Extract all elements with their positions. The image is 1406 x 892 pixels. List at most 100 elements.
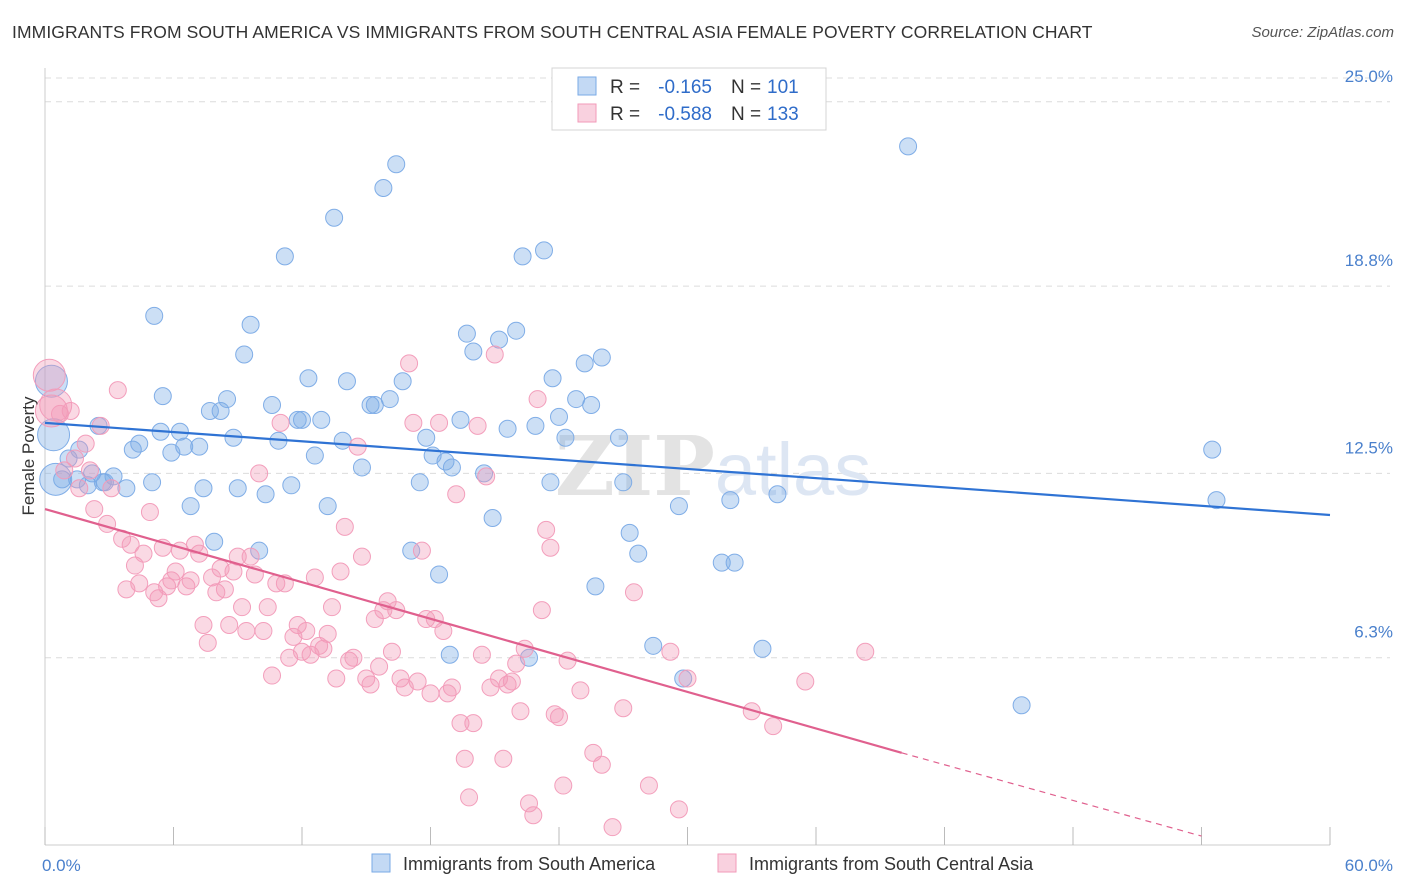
point-south-america	[288, 410, 307, 429]
point-south-america	[513, 247, 532, 266]
legend-n-value: 133	[767, 104, 799, 125]
point-south-america	[490, 330, 509, 349]
point-south-america	[228, 479, 247, 498]
point-south-america	[586, 577, 605, 596]
point-south-america	[194, 479, 213, 498]
point-south-america	[543, 369, 562, 388]
source-label: Source: ZipAtlas.com	[1251, 24, 1394, 41]
point-south-central-asia	[421, 684, 440, 703]
point-south-central-asia	[550, 708, 568, 727]
tick-labels: 6.3% 12.5% 18.8% 25.0% 0.0% 60.0% Female Pover…	[19, 67, 1393, 875]
point-south-central-asia	[198, 633, 217, 652]
point-south-central-asia	[603, 818, 622, 837]
point-south-central-asia	[537, 520, 556, 539]
point-south-america	[669, 497, 688, 516]
watermark-zip: ZIP	[555, 419, 715, 515]
point-south-america	[200, 401, 219, 420]
point-south-central-asia	[250, 464, 269, 483]
point-south-america	[753, 639, 772, 658]
point-south-america	[175, 437, 194, 456]
point-south-central-asia	[764, 717, 783, 736]
point-south-america	[464, 342, 483, 361]
chart-title: IMMIGRANTS FROM SOUTH AMERICA VS IMMIGRA…	[12, 22, 1093, 42]
point-south-america	[211, 401, 230, 420]
x-tick-label: 0.0%	[42, 856, 81, 875]
point-south-central-asia	[502, 672, 521, 691]
point-south-central-asia	[571, 681, 590, 700]
point-south-central-asia	[472, 645, 491, 664]
point-south-central-asia	[241, 547, 260, 566]
point-south-central-asia	[430, 413, 449, 432]
point-south-central-asia	[130, 574, 149, 593]
point-south-central-asia	[134, 544, 153, 563]
point-south-central-asia	[511, 702, 530, 721]
point-south-central-asia	[451, 714, 470, 733]
point-south-america	[282, 476, 301, 495]
point-south-central-asia	[796, 672, 815, 691]
y-tick-label: 12.5%	[1345, 438, 1393, 457]
y-axis-title: Female Poverty	[19, 396, 38, 516]
point-south-america	[614, 473, 633, 492]
point-south-america	[629, 544, 648, 563]
point-south-central-asia	[541, 538, 560, 557]
point-south-central-asia	[65, 449, 84, 468]
point-south-america	[575, 354, 594, 373]
point-south-central-asia	[524, 806, 543, 825]
legend-swatch	[371, 853, 391, 873]
point-south-america	[768, 485, 787, 504]
point-south-central-asia	[318, 624, 337, 643]
watermark-atlas: atlas	[715, 428, 871, 511]
trend-line-extension	[901, 752, 1202, 837]
point-south-central-asia	[391, 669, 410, 688]
point-south-america	[218, 390, 237, 409]
point-south-america	[190, 437, 209, 456]
point-south-central-asia	[140, 503, 159, 522]
point-south-america	[365, 396, 384, 415]
point-south-central-asia	[554, 776, 573, 795]
point-south-america	[507, 321, 526, 340]
y-tick-label: 25.0%	[1345, 67, 1393, 86]
trend-lines	[44, 421, 1331, 837]
point-south-central-asia	[34, 394, 68, 428]
point-south-america	[1203, 440, 1222, 459]
point-south-central-asia	[464, 714, 483, 733]
point-south-central-asia	[85, 500, 104, 519]
point-south-america	[374, 178, 393, 197]
watermark: ZIPatlas	[555, 419, 871, 515]
point-south-central-asia	[228, 547, 247, 566]
point-south-central-asia	[528, 390, 547, 409]
point-south-central-asia	[485, 345, 504, 364]
point-south-america	[410, 473, 429, 492]
point-south-central-asia	[108, 381, 127, 400]
point-south-central-asia	[215, 580, 234, 599]
point-south-central-asia	[314, 639, 333, 658]
legend-top: R = -0.165 N = 101 R = -0.588 N = 133	[551, 67, 827, 131]
point-south-central-asia	[166, 562, 185, 581]
point-south-america	[235, 345, 254, 364]
point-south-america	[153, 387, 172, 406]
point-south-central-asia	[669, 800, 688, 819]
point-south-america	[644, 636, 663, 655]
point-south-america	[387, 155, 406, 174]
point-south-central-asia	[258, 598, 277, 617]
trend-line-south-america	[44, 421, 1331, 517]
legend-bottom: Immigrants from South America Immigrants …	[371, 853, 1034, 874]
point-south-central-asia	[558, 651, 577, 670]
legend-n-label: N =	[731, 77, 761, 98]
point-south-america	[361, 396, 380, 415]
point-south-america	[325, 208, 344, 227]
y-tick-label: 18.8%	[1345, 251, 1393, 270]
point-south-central-asia	[507, 654, 526, 673]
point-south-central-asia	[532, 601, 551, 620]
point-south-central-asia	[361, 675, 380, 694]
point-south-america	[556, 428, 575, 447]
point-south-central-asia	[344, 648, 363, 667]
point-south-america	[498, 419, 517, 438]
legend-r-value: -0.165	[658, 77, 712, 98]
point-south-america	[305, 446, 324, 465]
point-south-america	[541, 473, 560, 492]
point-south-central-asia	[352, 547, 371, 566]
point-south-central-asia	[254, 621, 273, 640]
y-tick-label: 6.3%	[1354, 623, 1393, 642]
